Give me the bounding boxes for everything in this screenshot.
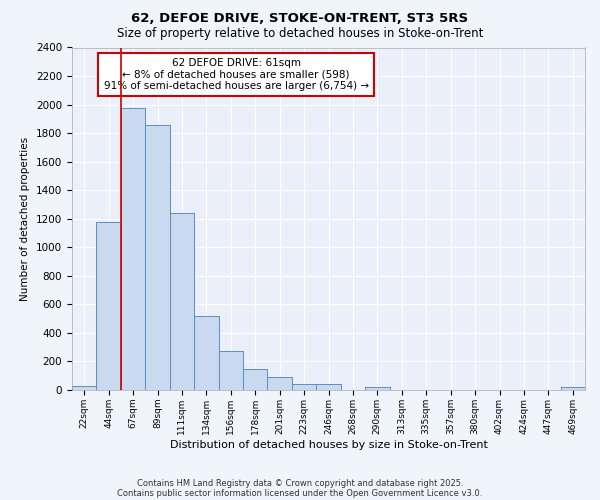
Text: Size of property relative to detached houses in Stoke-on-Trent: Size of property relative to detached ho… [117,28,483,40]
Bar [97,222,121,390]
Y-axis label: Number of detached properties: Number of detached properties [20,136,31,301]
Text: 62 DEFOE DRIVE: 61sqm
← 8% of detached houses are smaller (598)
91% of semi-deta: 62 DEFOE DRIVE: 61sqm ← 8% of detached h… [104,58,369,91]
Text: 62, DEFOE DRIVE, STOKE-ON-TRENT, ST3 5RS: 62, DEFOE DRIVE, STOKE-ON-TRENT, ST3 5RS [131,12,469,26]
Bar [170,213,194,390]
Bar [268,377,292,390]
Bar [365,387,389,390]
Bar [560,387,585,390]
Bar [145,124,170,390]
Bar [72,386,97,390]
Bar [194,316,218,390]
Bar [121,108,145,390]
Text: Contains public sector information licensed under the Open Government Licence v3: Contains public sector information licen… [118,488,482,498]
Bar [316,384,341,390]
Bar [292,384,316,390]
Text: Contains HM Land Registry data © Crown copyright and database right 2025.: Contains HM Land Registry data © Crown c… [137,478,463,488]
Bar [218,351,243,390]
X-axis label: Distribution of detached houses by size in Stoke-on-Trent: Distribution of detached houses by size … [170,440,487,450]
Bar [243,368,268,390]
